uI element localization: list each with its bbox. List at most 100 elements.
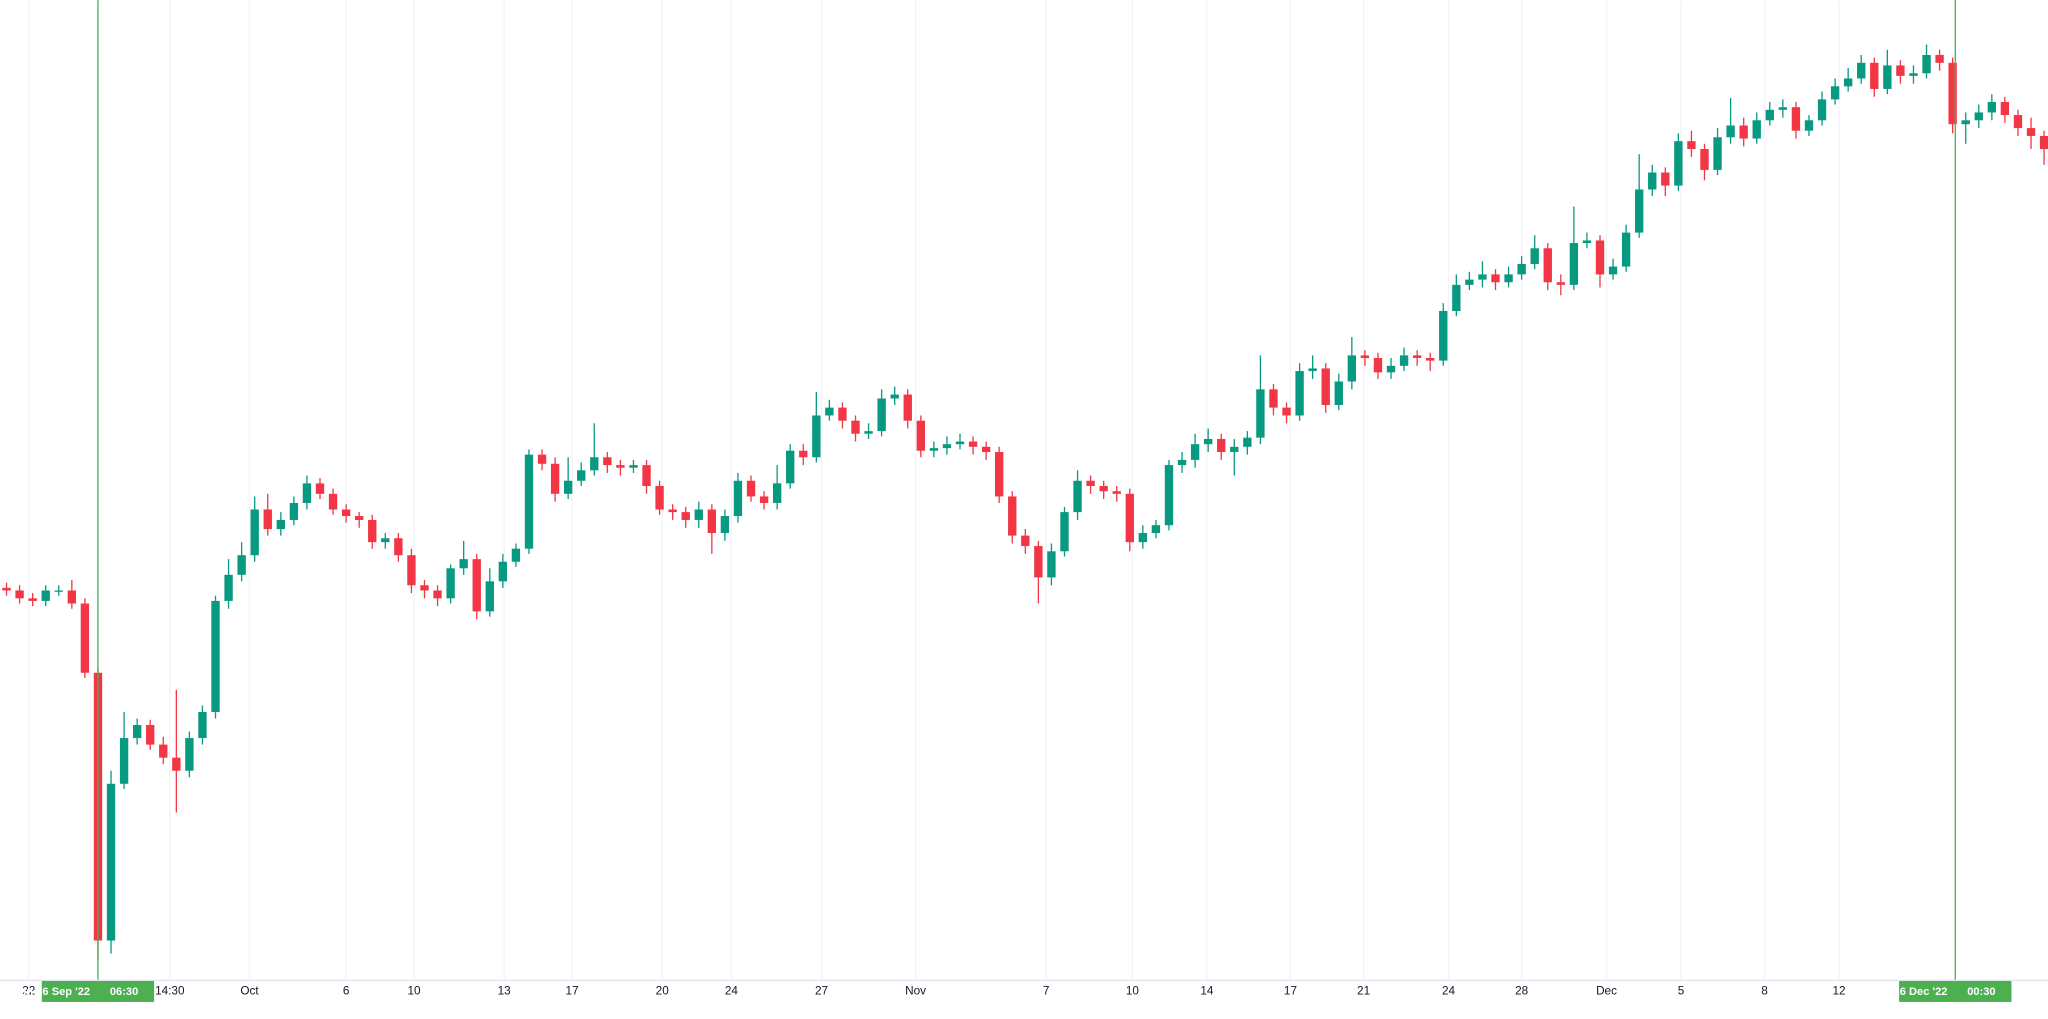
candle-body [1073, 480, 1082, 513]
candle-body [1334, 381, 1343, 406]
candle-body [981, 446, 991, 453]
candle-body [172, 757, 181, 771]
candle-body [315, 483, 325, 494]
candle-body [733, 480, 743, 517]
candle-body [1608, 266, 1618, 275]
candle-body [80, 603, 90, 673]
candle-body [198, 711, 207, 739]
x-tick-label: 14:30 [155, 985, 185, 998]
candle-body [1909, 73, 1918, 76]
candle-body [1726, 125, 1735, 138]
candle-body [1321, 368, 1330, 406]
candle-body [1099, 485, 1108, 492]
candle-body [2000, 101, 2010, 116]
candle-body [1347, 355, 1357, 382]
candle-body [1530, 248, 1539, 264]
candle-body [1517, 263, 1526, 275]
candle-body [1426, 357, 1435, 361]
candle-body [1491, 274, 1500, 283]
candle-body [1896, 65, 1905, 76]
candle-body [772, 483, 782, 503]
candle-body [407, 555, 416, 586]
candle-body [1282, 407, 1291, 416]
crosshair-date: Mon 26 Sep '22 [10, 986, 90, 998]
candle-body [1661, 172, 1670, 186]
candle-body [1373, 357, 1383, 373]
candle-body [1595, 240, 1605, 275]
candle-body [485, 581, 494, 612]
candle-body [119, 738, 129, 784]
candle-body [1569, 243, 1579, 285]
candle-body [603, 457, 612, 466]
candle-body [1217, 438, 1226, 453]
candle-body [995, 452, 1004, 497]
candle-body [655, 485, 664, 510]
candle-body [1439, 310, 1448, 361]
candle-body [459, 559, 468, 569]
candle-body [67, 590, 77, 604]
candle-body [694, 509, 703, 520]
candle-body [1177, 459, 1187, 466]
candle-body [289, 502, 299, 520]
candle-body [1308, 368, 1317, 372]
candle-body [1360, 355, 1370, 358]
candle-body [132, 725, 142, 739]
candle-body [1935, 54, 1944, 63]
x-tick-label: 10 [408, 985, 422, 998]
candle-body [903, 394, 912, 421]
candle-body [1112, 491, 1121, 494]
candle-body [1034, 546, 1043, 578]
x-tick-label: Nov [905, 985, 926, 998]
crosshair-label-box [1899, 981, 2012, 1002]
candle-body [1008, 496, 1017, 536]
candle-body [1269, 389, 1278, 408]
candle-body [838, 407, 847, 421]
candle-body [446, 568, 455, 599]
candle-body [41, 590, 50, 601]
candle-body [1164, 465, 1174, 526]
x-tick-label: 22 [22, 985, 35, 998]
candle-body [642, 465, 651, 486]
candle-body [1974, 112, 1983, 121]
candle-body [1687, 141, 1696, 150]
candle-body [276, 519, 285, 530]
candle-body [707, 509, 717, 534]
candle-body [211, 600, 220, 712]
candle-body [511, 548, 521, 562]
x-tick-label: 28 [1515, 985, 1529, 998]
candle-body [1778, 107, 1788, 110]
candle-body [28, 598, 37, 601]
candle-body [1791, 107, 1801, 131]
candle-body [146, 725, 155, 745]
candle-body [1765, 109, 1774, 121]
candle-body [185, 738, 194, 771]
candle-body [1478, 274, 1487, 280]
candle-body [929, 448, 939, 451]
crosshair-label-box [41, 981, 155, 1002]
candle-body [1504, 274, 1513, 283]
candle-body [537, 454, 547, 464]
candle-body [498, 561, 508, 582]
x-tick-label: 12 [1832, 985, 1845, 998]
candle-body [616, 465, 625, 468]
candle-body [1883, 65, 1892, 89]
crosshair-time: 06:30 [110, 986, 138, 998]
candle-body [1922, 54, 1931, 74]
candle-body [759, 496, 769, 503]
candle-body [1230, 446, 1239, 453]
candle-body [942, 444, 952, 449]
candle-body [1817, 99, 1827, 121]
candle-body [1256, 389, 1265, 438]
x-tick-label: 20 [656, 985, 670, 998]
candle-body [864, 431, 873, 434]
candle-body [851, 420, 860, 434]
candle-body [563, 480, 573, 494]
candle-body [577, 470, 586, 481]
candle-body [1804, 120, 1814, 131]
candle-body [799, 450, 808, 458]
candle-body [1452, 284, 1461, 311]
candle-body [1556, 282, 1565, 285]
candle-body [420, 585, 429, 591]
